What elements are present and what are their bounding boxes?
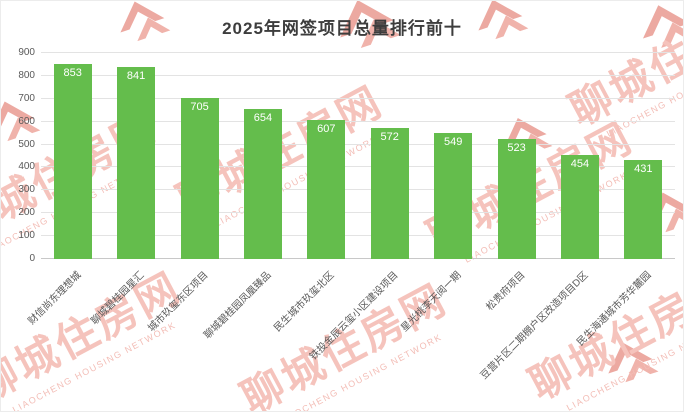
bar-slot: 549 <box>421 53 484 259</box>
gridline <box>41 235 675 237</box>
bar-slot: 454 <box>548 53 611 259</box>
bar: 454 <box>560 155 599 259</box>
bar-slot: 572 <box>358 53 421 259</box>
bar-value-label: 454 <box>570 158 590 171</box>
bar-value-label: 705 <box>190 100 209 113</box>
gridline <box>41 212 675 214</box>
gridline <box>41 143 675 145</box>
bar: 841 <box>117 66 156 259</box>
bar-value-label: 523 <box>507 142 526 155</box>
x-axis-category-label: 松贵府项目 <box>483 269 528 313</box>
bar-value-label: 549 <box>443 136 463 149</box>
bar-slot: 431 <box>612 53 675 259</box>
y-axis-tick-label: 500 <box>18 138 35 150</box>
y-axis-tick-label: 900 <box>18 47 35 58</box>
bar: 705 <box>180 97 219 259</box>
y-axis-tick-label: 0 <box>29 253 35 264</box>
gridline <box>41 189 675 191</box>
bar: 523 <box>497 139 536 259</box>
gridline <box>41 97 675 99</box>
bar: 654 <box>243 109 282 259</box>
gridline <box>41 74 675 76</box>
bar-slot: 523 <box>485 53 548 259</box>
x-axis-category-label: 民生城市玖玺北区 <box>272 269 337 335</box>
bar: 853 <box>53 63 92 259</box>
x-axis-category-label: 城市玖玺东区项目 <box>145 269 211 335</box>
x-axis-line <box>41 258 675 259</box>
y-axis-tick-label: 800 <box>18 69 35 81</box>
gridline <box>41 120 675 122</box>
bar-slot: 853 <box>41 53 104 259</box>
bar-slot: 705 <box>168 53 231 259</box>
chart-title: 2025年网签项目总量排行前十 <box>222 19 462 38</box>
x-axis-category-label: 聊城碧桂园星汇 <box>89 269 147 328</box>
bar-slot: 841 <box>104 53 167 259</box>
gridline <box>41 166 675 168</box>
x-axis-category-label: 豆营片区二期棚户区改造项目D区 <box>478 269 591 382</box>
plot-area: 853 841 705 654 607 572 549 523 454 431 0 100 200 30… <box>18 48 675 264</box>
bars: 853 841 705 654 607 572 549 523 454 431 <box>41 53 675 259</box>
bar: 549 <box>434 133 473 259</box>
x-axis-category-label: 财信尚东理想城 <box>26 269 84 328</box>
x-axis-labels: 财信尚东理想城 聊城碧桂园星汇 城市玖玺东区项目 聊城碧桂园凤凰臻品 民生城市玖玺北区铁… <box>26 259 675 411</box>
bar-value-label: 654 <box>253 112 273 125</box>
y-axis-tick-label: 700 <box>18 92 35 104</box>
y-axis-tick-label: 200 <box>18 207 35 219</box>
bar: 431 <box>624 160 663 259</box>
gridline <box>41 52 675 53</box>
bar-slot: 654 <box>231 53 294 259</box>
y-axis-tick-label: 600 <box>18 115 35 127</box>
bar: 572 <box>370 128 409 259</box>
bar: 607 <box>307 120 346 259</box>
bar-value-label: 431 <box>634 163 653 176</box>
x-axis-category-label: 星光桃李天阅一期 <box>399 269 464 335</box>
y-axis-tick-label: 400 <box>18 161 35 173</box>
bar-value-label: 853 <box>63 66 82 79</box>
bar-value-label: 572 <box>380 131 399 144</box>
bar-value-label: 607 <box>317 123 336 136</box>
x-axis-category-label: 聊城碧桂园凤凰臻品 <box>202 269 274 342</box>
y-axis-tick-label: 300 <box>18 184 35 196</box>
bar-slot: 607 <box>295 53 358 259</box>
y-axis-tick-label: 100 <box>18 230 35 242</box>
bar-value-label: 841 <box>126 69 146 82</box>
